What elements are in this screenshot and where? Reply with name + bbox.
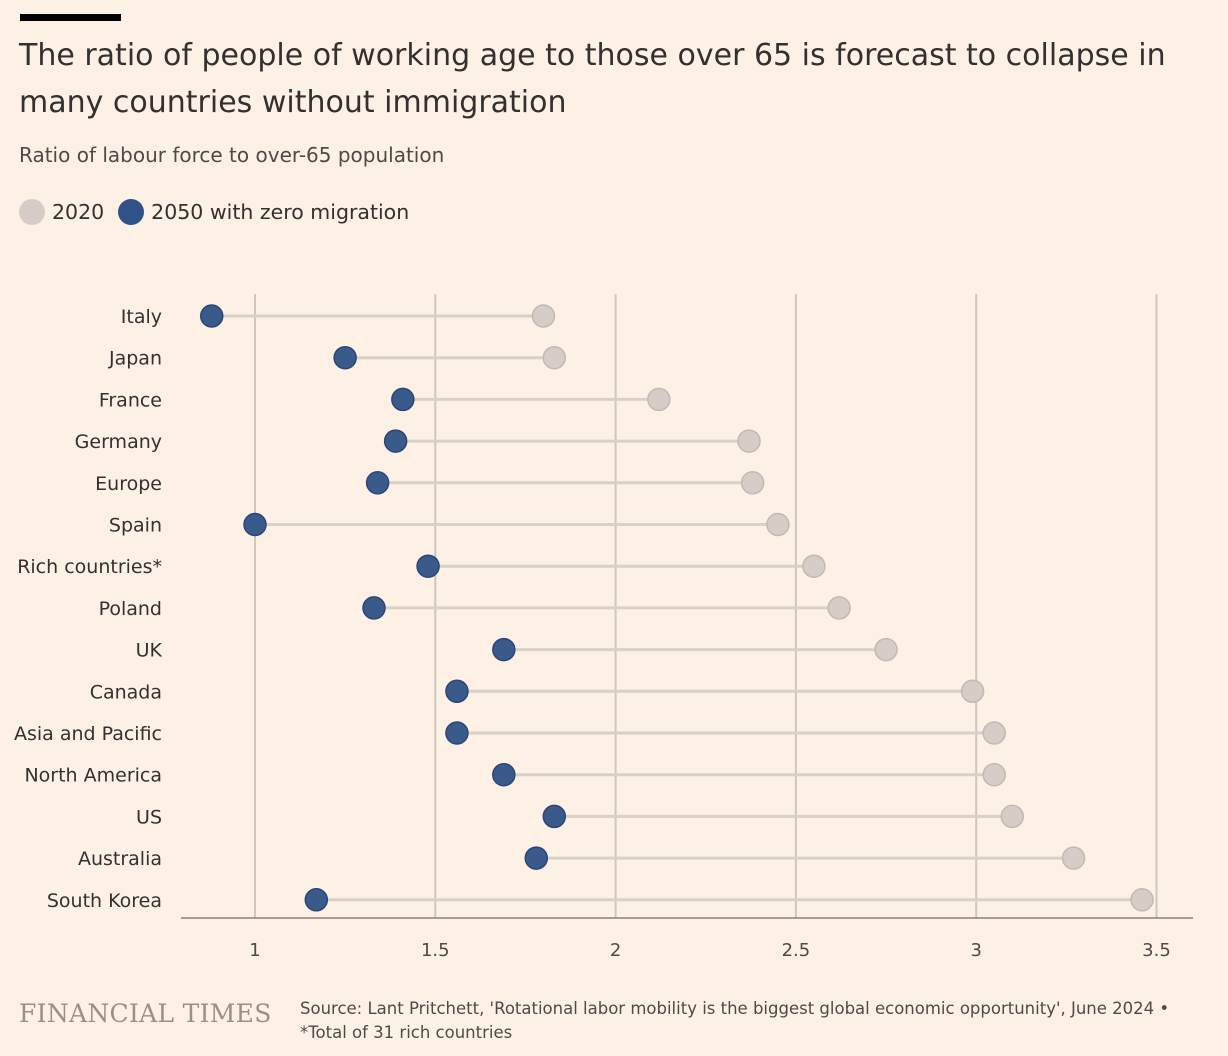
category-label-us: US (136, 806, 162, 828)
category-label-north-america: North America (24, 765, 162, 787)
source-note: Source: Lant Pritchett, 'Rotational labo… (300, 997, 1220, 1045)
legend-swatch-2020 (19, 199, 45, 225)
category-label-poland: Poland (99, 598, 162, 620)
dot-2050-asia-and-pacific (445, 721, 469, 745)
category-label-south-korea: South Korea (47, 890, 162, 912)
dot-2050-spain (243, 512, 267, 537)
category-label-uk: UK (136, 640, 163, 662)
dot-2020-spain (766, 512, 790, 537)
dot-2020-france (647, 387, 671, 412)
dot-2050-north-america (492, 762, 516, 787)
chart-title: The ratio of people of working age to th… (19, 38, 1166, 120)
dot-2050-japan (333, 345, 357, 370)
ft-logo: FINANCIAL TIMES (19, 999, 272, 1028)
legend-label-2020: 2020 (52, 200, 105, 224)
x-tick-label-1: 1 (249, 940, 260, 961)
dot-2050-us (542, 804, 567, 829)
legend-item-2020: 2020 (19, 199, 104, 225)
category-label-asia-and-pacific: Asia and Pacific (14, 723, 162, 745)
category-label-france: France (99, 389, 162, 411)
dot-2020-us (1000, 804, 1025, 829)
dot-2050-italy (199, 304, 224, 328)
dot-2050-australia (524, 846, 549, 870)
category-label-spain: Spain (109, 515, 162, 537)
category-label-europe: Europe (95, 473, 162, 495)
dot-2050-south-korea (304, 888, 329, 912)
x-tick-label-1.5: 1.5 (421, 940, 450, 961)
legend: 2020 2050 with zero migration (19, 199, 423, 225)
category-label-rich-countries: Rich countries* (17, 556, 162, 578)
dot-2020-rich-countries (802, 554, 826, 578)
dot-2020-japan (542, 345, 567, 370)
x-tick-label-2.5: 2.5 (782, 940, 811, 961)
footnote-line: *Total of 31 rich countries (300, 1023, 513, 1042)
category-label-germany: Germany (75, 431, 162, 453)
dot-2020-europe (740, 471, 765, 495)
dot-2050-canada (445, 679, 469, 704)
dot-2050-rich-countries (416, 554, 440, 578)
category-label-italy: Italy (121, 306, 162, 328)
x-tick-label-3: 3 (970, 940, 981, 961)
legend-swatch-2050 (118, 199, 145, 225)
dot-2050-france (391, 387, 415, 412)
category-label-canada: Canada (90, 681, 162, 703)
dot-2020-uk (874, 637, 898, 662)
dot-2050-poland (362, 596, 386, 620)
title-accent-bar (20, 14, 121, 21)
source-line: Source: Lant Pritchett, 'Rotational labo… (300, 999, 1170, 1018)
category-label-japan: Japan (108, 348, 162, 370)
dot-2020-germany (737, 429, 761, 453)
dot-2020-poland (827, 596, 851, 620)
dot-2050-europe (365, 471, 390, 495)
legend-item-2050: 2050 with zero migration (118, 199, 409, 225)
dot-2020-italy (531, 304, 556, 328)
chart-subtitle: Ratio of labour force to over-65 populat… (19, 143, 445, 167)
dot-2050-germany (383, 429, 408, 453)
dot-2020-canada (960, 679, 985, 704)
dot-2050-uk (492, 637, 516, 662)
dot-2020-south-korea (1130, 888, 1154, 912)
dot-2020-north-america (982, 762, 1006, 787)
dot-2020-asia-and-pacific (982, 721, 1006, 745)
dumbbell-chart: 1 1.5 2 2.5 3 3.5 Italy Japan France Germany Europ… (14, 294, 1193, 961)
x-tick-label-2: 2 (610, 940, 621, 961)
category-label-australia: Australia (78, 848, 162, 870)
x-tick-label-3.5: 3.5 (1142, 940, 1171, 961)
dot-2020-australia (1061, 846, 1086, 870)
legend-label-2050: 2050 with zero migration (151, 200, 410, 224)
